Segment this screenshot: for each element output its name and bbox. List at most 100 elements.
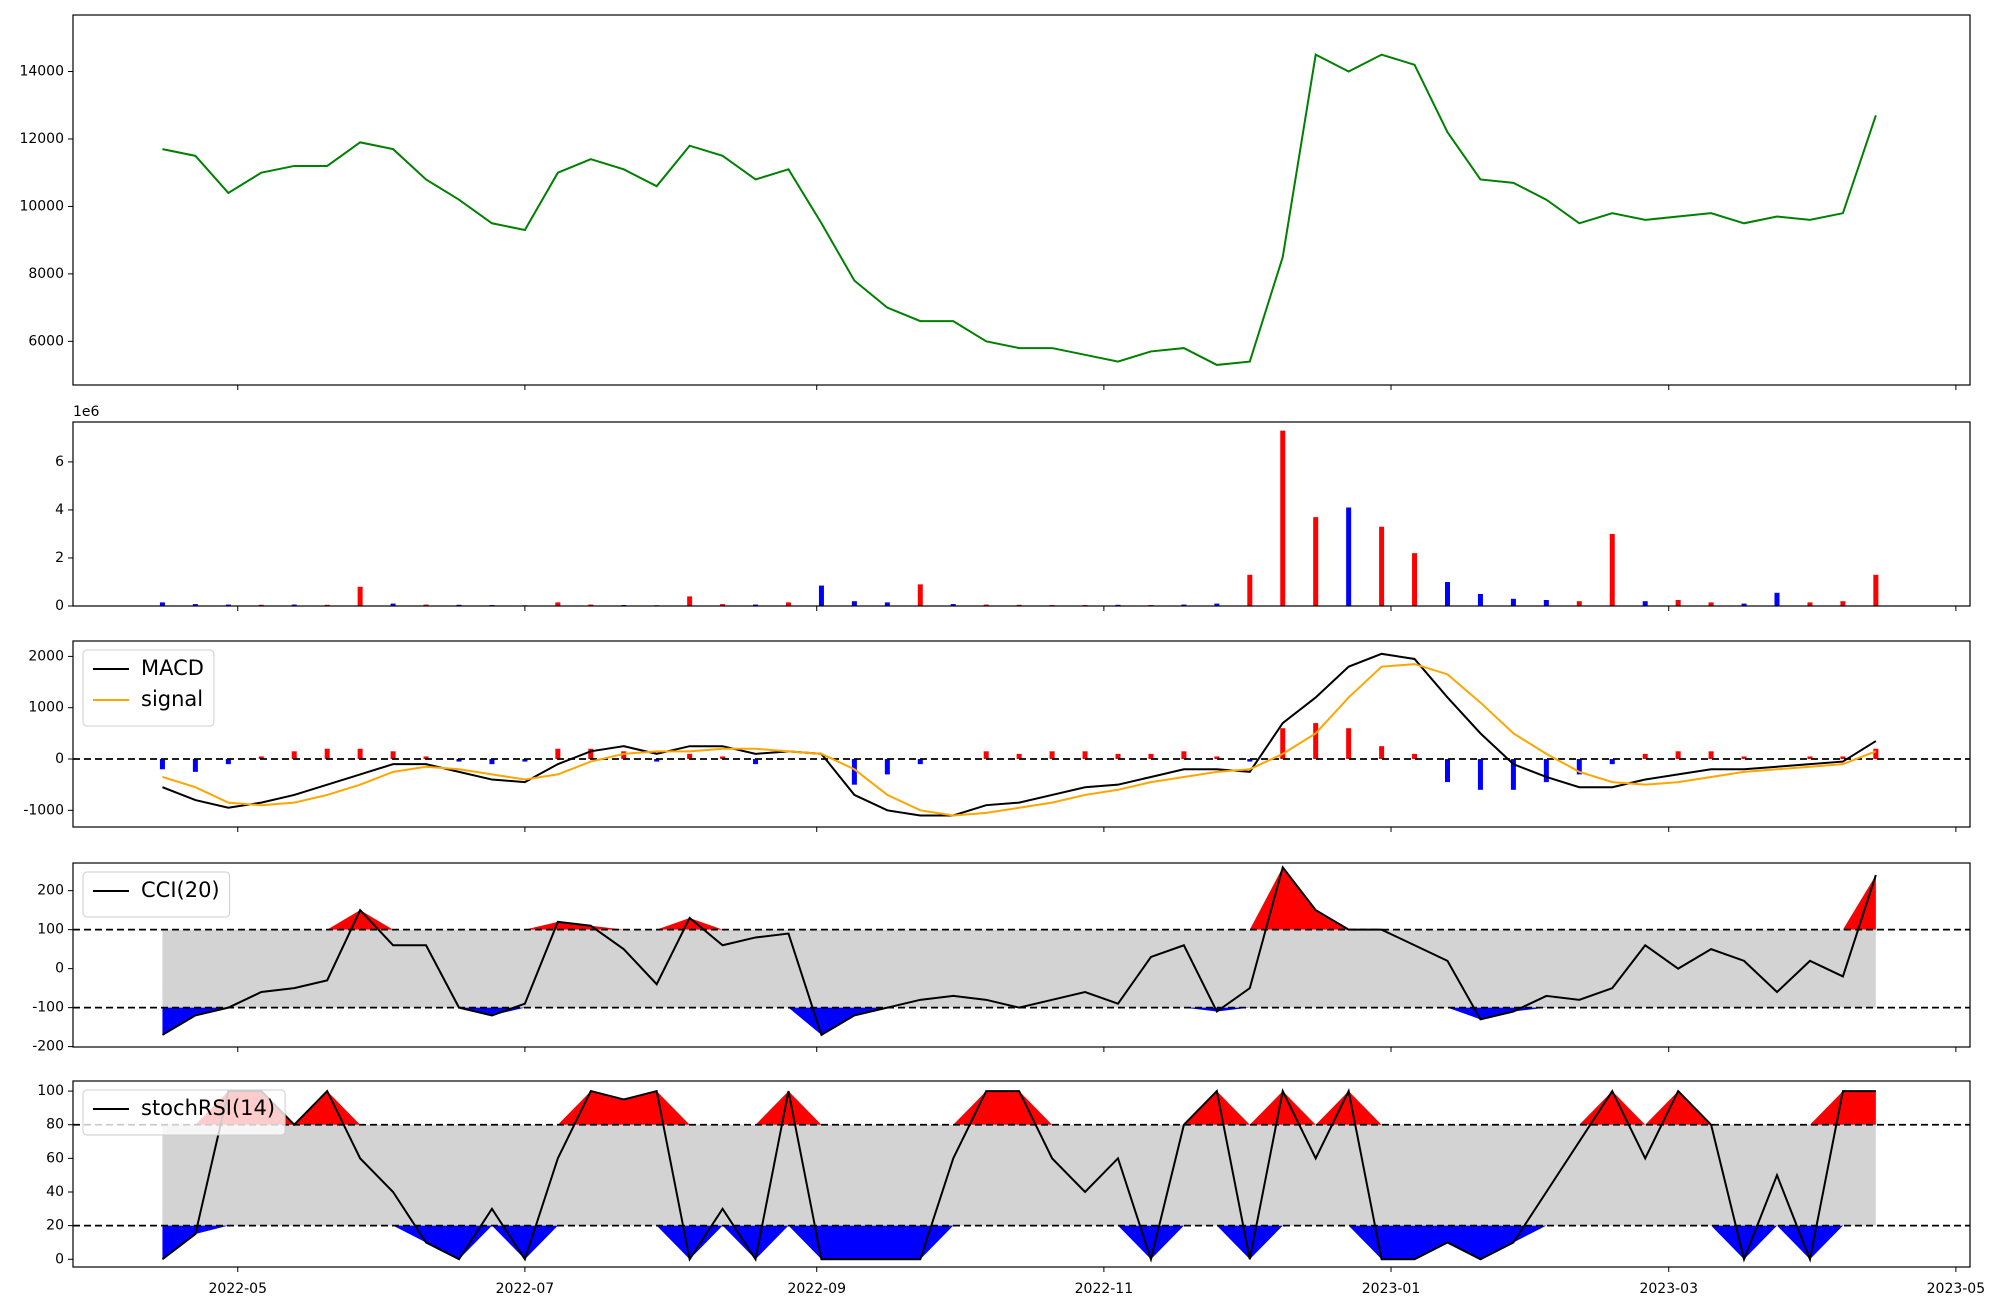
y-tick-label: 200 <box>37 883 64 899</box>
histogram-bar <box>1510 759 1516 790</box>
volume-bar <box>1445 581 1451 606</box>
volume-bar <box>1642 601 1648 606</box>
legend: CCI(20) <box>82 871 231 918</box>
histogram-bar <box>1082 751 1088 760</box>
x-tick-label: 2022-11 <box>1075 1281 1134 1297</box>
volume-bar <box>1774 592 1780 606</box>
histogram-bar <box>654 759 660 762</box>
volume-bar <box>884 602 890 606</box>
histogram-bar <box>1379 746 1385 760</box>
series-line <box>162 652 1877 817</box>
y-tick-label: 80 <box>46 1117 64 1133</box>
volume-bar <box>1346 507 1352 606</box>
histogram-bar <box>1576 759 1582 775</box>
histogram-bar <box>522 759 528 762</box>
histogram-bar <box>621 751 627 760</box>
volume-bar <box>917 584 923 606</box>
histogram-bar <box>1609 759 1615 765</box>
histogram-bar <box>456 759 462 762</box>
histogram-bar <box>1181 751 1187 760</box>
volume-bar <box>1840 601 1846 606</box>
x-tick-label: 2022-05 <box>209 1281 268 1297</box>
axes-frame <box>72 862 1971 1048</box>
volume-bar <box>1873 574 1879 606</box>
volume-bar <box>258 604 264 606</box>
histogram-bar <box>1708 751 1714 760</box>
histogram-bar <box>1412 753 1418 760</box>
volume-bar <box>1477 593 1483 606</box>
histogram-bar <box>1247 759 1253 762</box>
legend: MACD signal <box>82 649 215 727</box>
volume-bar <box>818 585 824 606</box>
histogram-bar <box>489 759 495 765</box>
volume-bar <box>390 603 396 606</box>
series-line <box>162 663 1877 817</box>
legend-label: stochRSI(14) <box>141 1096 275 1120</box>
histogram-bar <box>753 759 759 765</box>
x-tick-label: 2022-07 <box>496 1281 555 1297</box>
histogram-bar <box>159 759 165 770</box>
y-tick-label: 6 <box>55 454 64 470</box>
axes-frame <box>72 1080 1971 1268</box>
legend-label: signal <box>141 687 203 711</box>
histogram-bar <box>258 756 264 760</box>
x-tick-label: 2023-03 <box>1639 1281 1698 1297</box>
axes-frame <box>72 14 1971 386</box>
histogram-bar <box>588 748 594 760</box>
y-tick-label: 40 <box>46 1184 64 1200</box>
x-tick-label: 2022-09 <box>787 1281 846 1297</box>
legend: stochRSI(14) <box>82 1089 286 1136</box>
volume-bar <box>423 604 429 606</box>
volume-bar <box>1675 599 1681 606</box>
histogram-bar <box>1840 756 1846 760</box>
histogram-bar <box>1346 728 1352 760</box>
y-tick-label: -1000 <box>23 802 64 818</box>
volume-bar <box>1576 601 1582 606</box>
histogram-bar <box>390 751 396 760</box>
y-tick-label: 100 <box>37 922 64 938</box>
histogram-bar <box>1741 756 1747 760</box>
histogram-bar <box>917 759 923 765</box>
volume-bar <box>720 604 726 606</box>
volume-bar <box>1609 533 1615 606</box>
histogram-bar <box>1543 759 1549 783</box>
histogram-bar <box>225 759 231 765</box>
y-tick-label: 6000 <box>28 333 64 349</box>
volume-bar <box>159 602 165 606</box>
histogram-bar <box>1807 756 1813 760</box>
y-tick-label: 2000 <box>28 648 64 664</box>
volume-bar <box>1115 604 1121 606</box>
axis-offset-label: 1e6 <box>73 404 100 420</box>
volume-bar <box>1741 603 1747 606</box>
x-tick-label: 2023-01 <box>1362 1281 1421 1297</box>
y-tick-label: -100 <box>32 1000 64 1016</box>
volume-bar <box>225 604 231 606</box>
histogram-bar <box>192 759 198 772</box>
histogram-bar <box>851 759 857 785</box>
volume-bar <box>950 604 956 606</box>
histogram-bar <box>357 748 363 760</box>
volume-bar <box>983 604 989 606</box>
volume-bar <box>456 604 462 606</box>
histogram-bar <box>1873 748 1879 760</box>
y-tick-label: 1000 <box>28 700 64 716</box>
histogram-bar <box>324 748 330 760</box>
volume-bar <box>555 602 561 606</box>
volume-bar <box>1313 517 1319 606</box>
y-tick-label: 0 <box>55 751 64 767</box>
volume-bar <box>1379 526 1385 606</box>
oversold-fill <box>162 1007 1876 1035</box>
volume-bar <box>1280 430 1286 606</box>
histogram-bar <box>1445 759 1451 783</box>
axes-frame <box>72 640 1971 828</box>
histogram-bar <box>1214 756 1220 760</box>
legend-label: MACD <box>141 656 204 680</box>
y-tick-label: 20 <box>46 1218 64 1234</box>
histogram-bar <box>423 756 429 760</box>
y-tick-label: 0 <box>55 1251 64 1267</box>
histogram-bar <box>1115 753 1121 760</box>
y-tick-label: -200 <box>32 1039 64 1055</box>
volume-bar <box>1181 604 1187 606</box>
legend-label: CCI(20) <box>141 878 220 902</box>
